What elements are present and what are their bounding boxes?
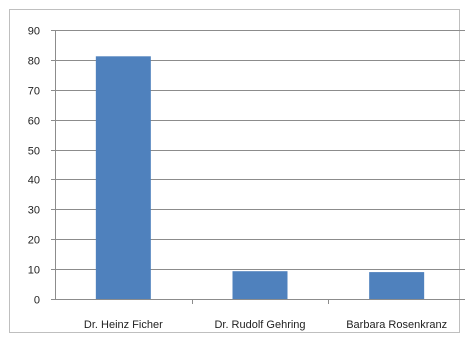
- y-tick-label-0: 0: [34, 295, 40, 307]
- y-tick-label-70: 70: [28, 86, 40, 98]
- x-tick-label-2: Dr. Rudolf Gehring: [214, 319, 305, 331]
- y-tick-label-90: 90: [28, 26, 40, 38]
- bar-1: [95, 56, 151, 300]
- y-tick-labels: 0 10 20 30 40 50 60 70 80 90: [28, 26, 40, 307]
- axes: [51, 30, 465, 304]
- y-tick-label-80: 80: [28, 56, 40, 68]
- y-tick-label-50: 50: [28, 146, 40, 158]
- x-tick-label-3: Barbara Rosenkranz: [346, 319, 447, 331]
- bar-3: [369, 272, 425, 299]
- y-tick-label-30: 30: [28, 205, 40, 217]
- y-tick-label-20: 20: [28, 235, 40, 247]
- x-tick-label-1: Dr. Heinz Ficher: [84, 319, 163, 331]
- y-tick-label-40: 40: [28, 175, 40, 187]
- x-tick-labels: Dr. Heinz Ficher Dr. Rudolf Gehring Barbar…: [84, 319, 447, 331]
- bars: [95, 56, 425, 300]
- bar-2: [232, 271, 288, 299]
- y-tick-label-60: 60: [28, 116, 40, 128]
- y-tick-label-10: 10: [28, 265, 40, 277]
